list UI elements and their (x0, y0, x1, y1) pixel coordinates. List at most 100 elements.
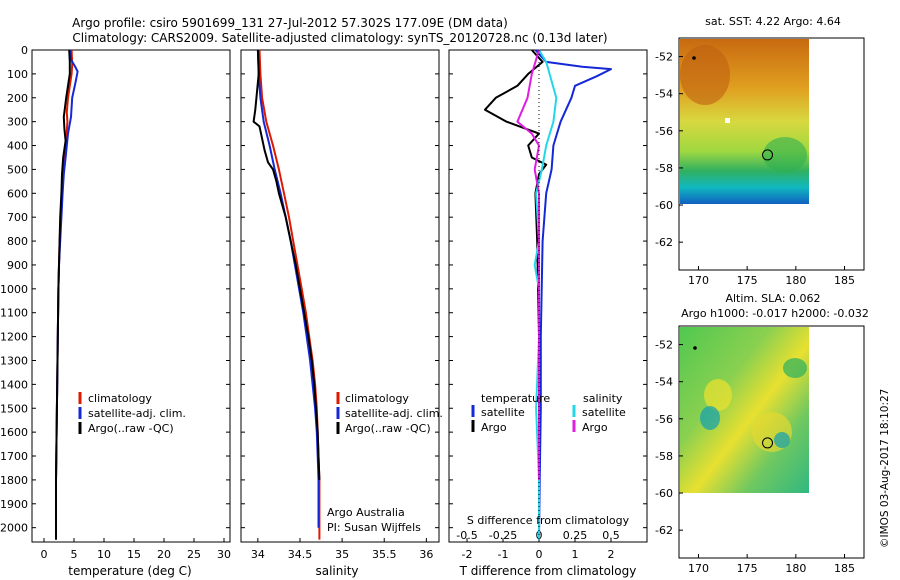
salinity-x-tick-label: 36 (419, 548, 433, 561)
temperature-legend: climatology satellite-adj. clim. Argo(..… (78, 392, 186, 435)
salinity-series (252, 49, 321, 540)
legend-climatology-label: climatology (88, 392, 152, 405)
depth-tick-labels: 0 100 200 300 400 500 600 700 800 900 1000 1100 1200… (0, 44, 647, 535)
temperature-x-tick-label: 25 (187, 548, 201, 561)
sst-lat-tick-label: -60 (655, 199, 673, 212)
sla-lat-tick-label: -62 (655, 524, 673, 537)
sla-argo-position-marker (762, 437, 774, 449)
sla-map (678, 325, 865, 559)
depth-tick-label: 1600 (0, 426, 28, 439)
depth-tick-label: 2000 (0, 522, 28, 535)
temperature-x-tick-label: 20 (157, 548, 171, 561)
sst-lat-tick-label: -54 (655, 88, 673, 101)
depth-tick-label: 100 (7, 68, 28, 81)
difference-series (484, 49, 612, 540)
x-tick-labels: 0 5 10 15 20 25 30 34 34.5 35 35.5 36 -2 -1 0 1 2 -0.5 -0.… (41, 529, 620, 561)
sst-missing-pixel (725, 118, 730, 123)
depth-tick-label: 700 (7, 211, 28, 224)
salinity-x-tick-label: 35 (335, 548, 349, 561)
difference-legend: temperature salinity satellite Argo sate… (471, 392, 626, 434)
legend-argo-label: Argo(..raw -QC) (88, 422, 174, 435)
depth-tick-label: 1200 (0, 331, 28, 344)
depth-tick-label: 1100 (0, 307, 28, 320)
imos-timestamp: ©IMOS 03-Aug-2017 18:10:27 (879, 389, 891, 548)
sst-lat-tick-label: -56 (655, 125, 673, 138)
temperature-x-tick-label: 15 (127, 548, 141, 561)
temperature-x-tick-label: 10 (97, 548, 111, 561)
sla-low-patch (774, 432, 790, 448)
sst-lat-tick-label: -58 (655, 162, 673, 175)
credit-line-2: PI: Susan Wijffels (327, 521, 421, 534)
salinity-x-tick-label: 34.5 (288, 548, 313, 561)
sst-small-marker (692, 56, 696, 60)
depth-tick-label: 1500 (0, 402, 28, 415)
legend-t-argo-label: Argo (481, 421, 507, 434)
depth-tick-label: 1900 (0, 498, 28, 511)
argo-salinity-line (252, 49, 321, 480)
satellite-difference-line (534, 49, 612, 540)
legend-s-satellite-label: satellite (582, 406, 626, 419)
sst-argo-position-marker (762, 149, 774, 161)
salinity-x-tick-label: 35.5 (372, 548, 397, 561)
depth-tick-label: 400 (7, 140, 28, 153)
t-difference-x-tick-label: 1 (572, 548, 579, 561)
temperature-axis-label: temperature (deg C) (68, 564, 191, 578)
temperature-panel-frame (31, 49, 231, 543)
sst-lon-tick-label: 185 (834, 274, 855, 287)
s-difference-x-tick-label: 0.25 (563, 529, 588, 542)
argo_salinity-difference-line (516, 49, 540, 480)
sst-cool-patch (763, 137, 807, 173)
depth-tick-label: 500 (7, 163, 28, 176)
legend-climatology-label: climatology (345, 392, 409, 405)
title-line-2: Climatology: CARS2009. Satellite-adjuste… (72, 31, 607, 45)
t-difference-x-tick-label: 0 (536, 548, 543, 561)
sla-lat-tick-label: -54 (655, 376, 673, 389)
s-difference-x-tick-label: -0.5 (456, 529, 477, 542)
sst-lat-tick-label: -52 (655, 51, 673, 64)
sla-lat-tick-label: -56 (655, 413, 673, 426)
sla-lat-tick-label: -52 (655, 339, 673, 352)
sst-lat-tick-label: -62 (655, 236, 673, 249)
sla-lat-tick-label: -58 (655, 450, 673, 463)
sla-lon-tick-label: 170 (688, 562, 709, 575)
sst-warm-patch (680, 45, 730, 105)
temperature-x-tick-label: 30 (217, 548, 231, 561)
temperature-series (55, 49, 79, 540)
legend-satellite-label: satellite-adj. clim. (345, 407, 443, 420)
sst-lon-tick-label: 180 (785, 274, 806, 287)
t-difference-axis-label: T difference from climatology (459, 564, 637, 578)
sla-high-patch (704, 379, 732, 411)
depth-tick-label: 1400 (0, 378, 28, 391)
legend-salinity-heading: salinity (583, 392, 623, 405)
sla-lon-tick-label: 185 (834, 562, 855, 575)
credit-line-1: Argo Australia (327, 506, 405, 519)
title-line-1: Argo profile: csiro 5901699_131 27-Jul-2… (72, 16, 508, 30)
legend-satellite-label: satellite-adj. clim. (88, 407, 186, 420)
depth-tick-label: 900 (7, 259, 28, 272)
sla-lon-tick-label: 180 (785, 562, 806, 575)
sla-lon-tick-label: 175 (737, 562, 758, 575)
sst-lon-tick-label: 170 (688, 274, 709, 287)
salinity-axis-label: salinity (315, 564, 358, 578)
salinity-panel-frame (240, 49, 440, 543)
sla-map-subtitle: Argo h1000: -0.017 h2000: -0.032 (681, 307, 869, 320)
legend-t-satellite-label: satellite (481, 406, 525, 419)
s-difference-x-tick-label: 0.5 (602, 529, 620, 542)
sla-small-marker (693, 346, 697, 350)
temperature-x-tick-label: 0 (41, 548, 48, 561)
legend-argo-label: Argo(..raw -QC) (345, 422, 431, 435)
salinity-legend: climatology satellite-adj. clim. Argo(..… (327, 392, 443, 534)
depth-tick-label: 1800 (0, 474, 28, 487)
depth-tick-label: 800 (7, 235, 28, 248)
depth-tick-label: 1300 (0, 354, 28, 367)
depth-tick-label: 0 (21, 44, 28, 57)
sla-low-patch (700, 406, 720, 430)
map-tick-labels: -52 -54 -56 -58 -60 -62 170 175 180 185 -52 -54 -56 -… (655, 51, 855, 575)
sst-lon-tick-label: 175 (737, 274, 758, 287)
salinity-x-tick-label: 34 (251, 548, 265, 561)
depth-tick-label: 600 (7, 187, 28, 200)
t-difference-x-tick-label: 2 (608, 548, 615, 561)
depth-tick-label: 200 (7, 92, 28, 105)
s-difference-x-tick-label: -0.25 (489, 529, 517, 542)
